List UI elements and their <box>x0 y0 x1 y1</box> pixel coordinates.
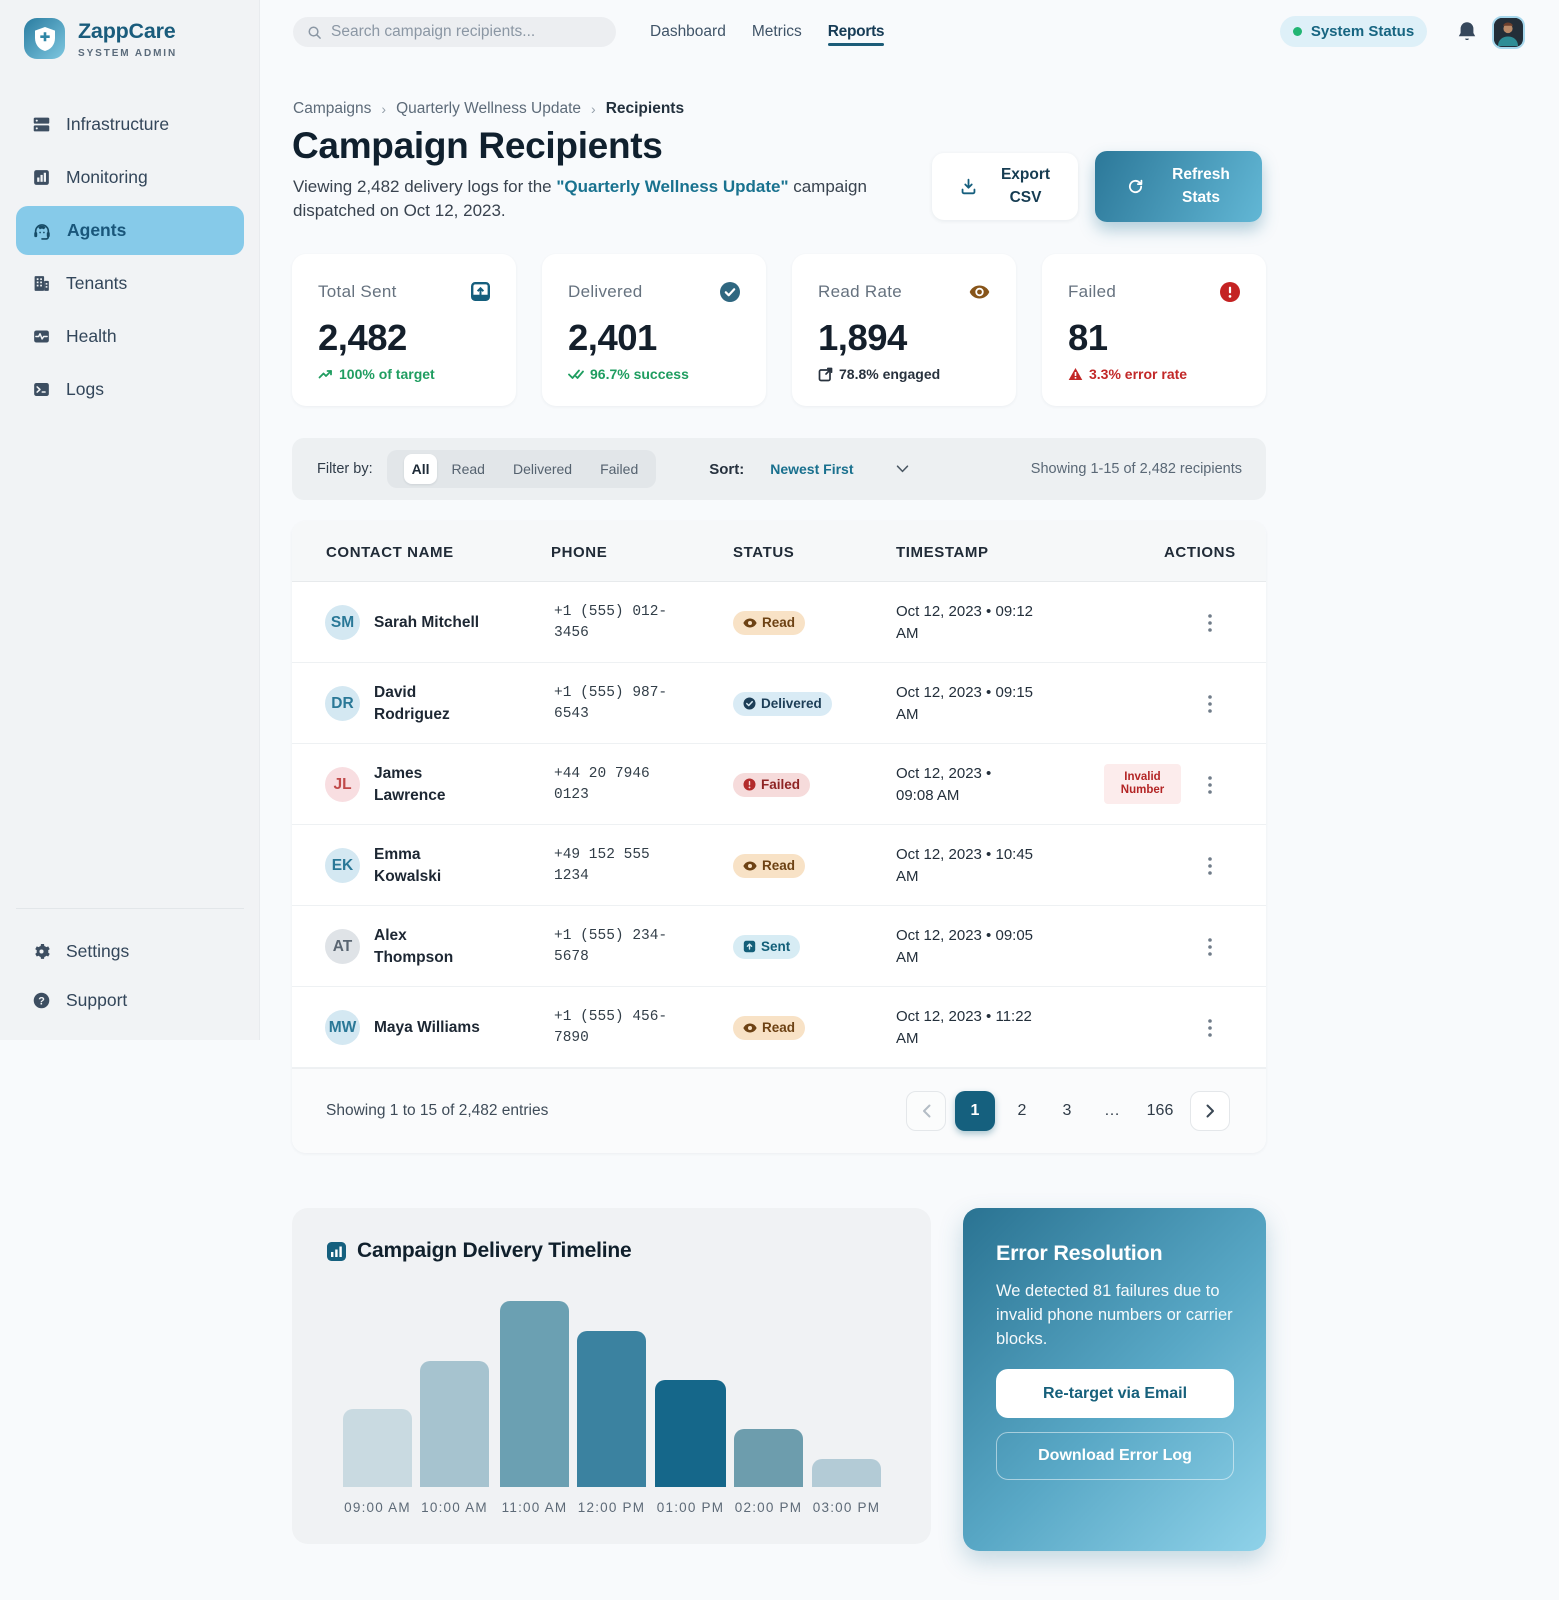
svg-text:?: ? <box>38 995 45 1007</box>
